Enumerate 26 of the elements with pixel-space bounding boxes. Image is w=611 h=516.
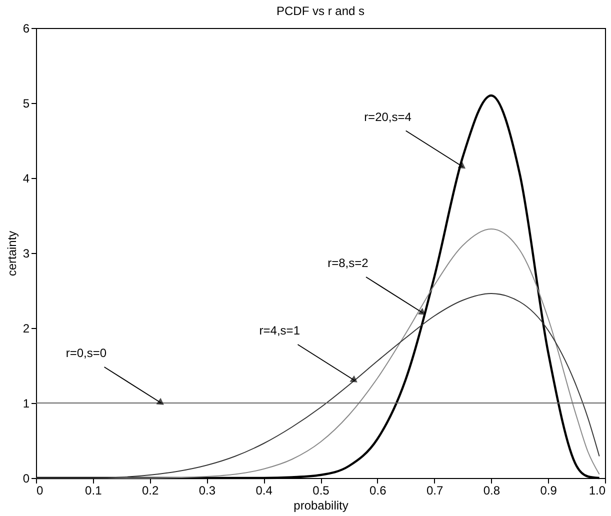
x-tick-label: 0.8 <box>483 484 500 498</box>
y-tick-label: 5 <box>22 96 30 110</box>
y-tick-label: 6 <box>22 22 30 36</box>
x-axis-title: probability <box>294 498 348 512</box>
x-tick-label: 0.2 <box>142 484 159 498</box>
chart-title: PCDF vs r and s <box>276 4 365 18</box>
y-tick-label: 1 <box>22 396 30 410</box>
x-tick-label: 0.3 <box>198 484 216 498</box>
y-tick-label: 2 <box>22 322 30 336</box>
annotation: r=0,s=0 <box>66 346 107 360</box>
y-tick-label: 4 <box>22 172 30 186</box>
y-axis-title: certainty <box>4 230 19 276</box>
x-tick-label: 0.9 <box>540 484 558 498</box>
x-tick-label: 0 <box>36 484 44 498</box>
x-tick-label: 1.0 <box>588 484 606 498</box>
line-series <box>36 293 600 478</box>
x-tick-label: 0.1 <box>85 484 102 498</box>
x-tick-label: 0.7 <box>426 484 444 498</box>
annotation: r=20,s=4 <box>364 110 412 124</box>
x-tick-label: 0.4 <box>256 484 273 498</box>
y-tick-label: 0 <box>22 472 30 486</box>
y-tick-label: 3 <box>22 246 30 260</box>
annotation: r=8,s=2 <box>328 256 369 270</box>
x-tick-label: 0.6 <box>370 484 387 498</box>
x-tick-label: 0.5 <box>312 484 330 498</box>
annotation: r=4,s=1 <box>259 324 300 338</box>
